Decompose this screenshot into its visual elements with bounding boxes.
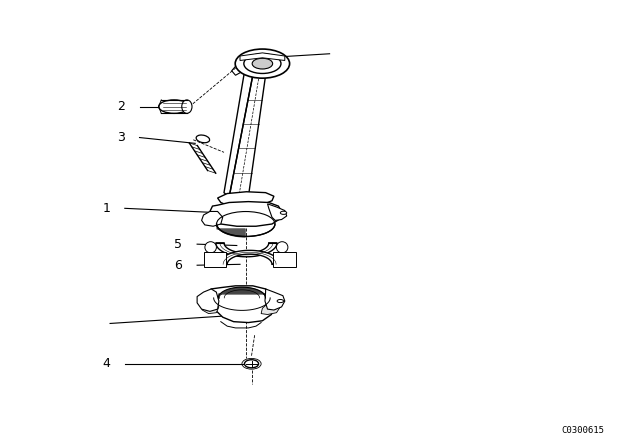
- Ellipse shape: [205, 242, 216, 253]
- Ellipse shape: [159, 100, 189, 113]
- Ellipse shape: [244, 360, 259, 368]
- Polygon shape: [232, 65, 242, 75]
- Ellipse shape: [196, 135, 210, 143]
- Polygon shape: [265, 289, 285, 310]
- Text: 5: 5: [174, 237, 182, 251]
- Ellipse shape: [276, 242, 288, 253]
- Text: 2: 2: [117, 100, 125, 113]
- Polygon shape: [202, 211, 223, 226]
- Ellipse shape: [280, 211, 287, 215]
- Polygon shape: [261, 302, 280, 314]
- Text: 3: 3: [117, 131, 125, 144]
- Polygon shape: [210, 286, 275, 323]
- Ellipse shape: [182, 100, 192, 113]
- Polygon shape: [218, 192, 274, 207]
- Polygon shape: [219, 250, 280, 264]
- Polygon shape: [197, 289, 219, 311]
- Polygon shape: [216, 243, 277, 257]
- Polygon shape: [240, 53, 285, 60]
- Polygon shape: [201, 300, 219, 314]
- Text: 4: 4: [102, 357, 110, 370]
- Polygon shape: [204, 252, 226, 267]
- Text: C0300615: C0300615: [562, 426, 605, 435]
- Polygon shape: [273, 252, 296, 267]
- Ellipse shape: [277, 299, 284, 303]
- Text: 1: 1: [102, 202, 110, 215]
- Text: 6: 6: [175, 258, 182, 272]
- Ellipse shape: [252, 58, 273, 69]
- Polygon shape: [268, 204, 287, 220]
- Polygon shape: [210, 202, 282, 226]
- Polygon shape: [224, 72, 253, 197]
- Ellipse shape: [236, 49, 289, 78]
- Ellipse shape: [244, 54, 281, 73]
